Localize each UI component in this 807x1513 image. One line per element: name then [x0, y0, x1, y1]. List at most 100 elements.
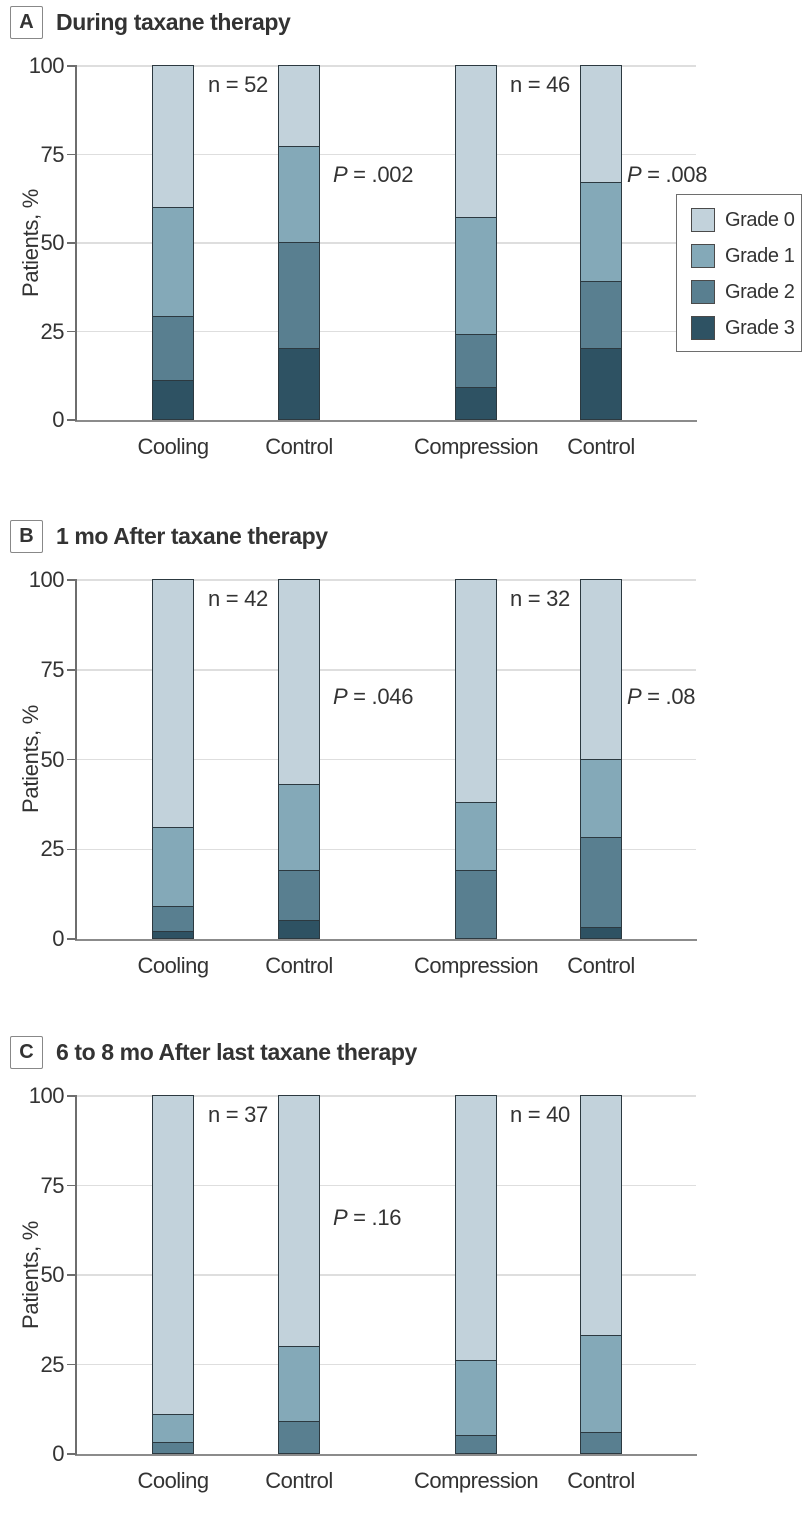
- bar-segment-grade-1: [278, 1345, 320, 1422]
- y-tick-label-100: 100: [28, 53, 65, 78]
- n-count-label-0: n = 52: [208, 72, 268, 97]
- y-tick-label-50: 50: [40, 1262, 65, 1287]
- bar-segment-grade-1: [455, 801, 497, 871]
- stacked-bar-control-3: [580, 65, 622, 420]
- y-tick-label-0: 0: [52, 926, 64, 951]
- y-tick-label-25: 25: [40, 318, 65, 344]
- bar-segment-grade-2: [152, 905, 194, 932]
- bar-segment-grade-0: [278, 65, 320, 148]
- gridline-50: [77, 758, 696, 761]
- plot-area-b: 100 75 50 25 0 Cooling Control Compression Contr…: [29, 568, 697, 978]
- p-value-text: = .002: [347, 162, 414, 187]
- x-axis-line: [75, 939, 697, 941]
- y-tick-50: [67, 758, 77, 761]
- n-count-label-1: n = 40: [510, 1102, 570, 1127]
- gridline-75: [77, 1184, 696, 1187]
- y-tick-label-100: 100: [28, 1083, 65, 1108]
- gridline-25: [77, 1363, 696, 1366]
- p-symbol: P: [333, 1205, 348, 1230]
- panel-letter-box: B: [10, 520, 43, 553]
- p-value-label-1: P = .008: [627, 162, 707, 188]
- y-tick-label-75: 75: [40, 141, 65, 167]
- p-value-text: = .08: [641, 684, 696, 709]
- x-category-label-1: Control: [265, 1468, 333, 1493]
- x-category-label-3: Control: [567, 1468, 635, 1493]
- x-category-label-0: Cooling: [137, 434, 209, 459]
- stacked-bar-cooling-0: [152, 65, 194, 420]
- legend: Grade 0 Grade 1 Grade 2 Grade 3: [676, 194, 802, 352]
- p-value-label-0: P = .002: [333, 162, 413, 188]
- p-value-label-0: P = .16: [333, 1205, 402, 1231]
- panel-b-1mo-after: B 1 mo After taxane therapy Patients, % …: [0, 514, 807, 1030]
- stacked-bar-control-3: [580, 1095, 622, 1454]
- n-count-label-1: n = 32: [510, 586, 570, 611]
- y-tick-label-0: 0: [52, 407, 64, 432]
- gridline-25: [77, 330, 696, 333]
- p-symbol: P: [627, 162, 642, 187]
- stacked-bar-cooling-0: [152, 1095, 194, 1454]
- panel-letter-box: C: [10, 1036, 43, 1069]
- n-count-label-0: n = 37: [208, 1102, 268, 1127]
- bar-segment-grade-2: [152, 316, 194, 382]
- bar-segment-grade-1: [580, 181, 622, 282]
- stacked-bar-control-3: [580, 579, 622, 939]
- y-tick-25: [67, 1363, 77, 1366]
- stacked-bar-control-1: [278, 65, 320, 420]
- bar-segment-grade-1: [152, 826, 194, 907]
- bar-segment-grade-3: [278, 920, 320, 939]
- y-tick-label-100: 100: [28, 567, 65, 592]
- bar-segment-grade-1: [580, 758, 622, 839]
- x-category-label-0: Cooling: [137, 1468, 209, 1493]
- bar-segment-grade-3: [152, 930, 194, 939]
- y-tick-25: [67, 848, 77, 850]
- p-value-text: = .046: [347, 684, 414, 709]
- bar-segment-grade-3: [580, 927, 622, 939]
- y-tick-75: [67, 1184, 77, 1187]
- legend-swatch-grade-1: [691, 244, 715, 268]
- x-category-label-3: Control: [567, 434, 635, 459]
- legend-item-0: Grade 0: [691, 208, 801, 232]
- gridline-25: [77, 848, 696, 850]
- x-category-label-3: Control: [567, 953, 635, 978]
- p-symbol: P: [333, 684, 348, 709]
- y-tick-label-25: 25: [40, 1351, 65, 1377]
- x-category-label-1: Control: [265, 434, 333, 459]
- bar-segment-grade-2: [278, 869, 320, 922]
- p-value-label-1: P = .08: [627, 684, 696, 710]
- bar-segment-grade-0: [580, 1095, 622, 1336]
- stacked-bar-compression-2: [455, 579, 497, 939]
- bar-segment-grade-0: [278, 1095, 320, 1347]
- bar-segment-grade-2: [580, 280, 622, 350]
- legend-item-2: Grade 2: [691, 280, 801, 304]
- stacked-bar-control-1: [278, 1095, 320, 1454]
- bar-segment-grade-3: [278, 348, 320, 420]
- y-tick-label-0: 0: [52, 1441, 64, 1466]
- y-tick-0: [67, 938, 77, 940]
- panel-c-6to8mo-after: C 6 to 8 mo After last taxane therapy Pa…: [0, 1030, 807, 1513]
- plot-area-a: 100 75 50 25 0 Cooling Control Compression Contr…: [29, 54, 708, 460]
- y-tick-label-50: 50: [40, 746, 65, 772]
- y-tick-50: [67, 242, 77, 244]
- stacked-bar-cooling-0: [152, 579, 194, 939]
- gridline-100: [77, 579, 696, 581]
- bar-segment-grade-0: [152, 1095, 194, 1415]
- legend-label: Grade 2: [725, 280, 795, 303]
- panel-title: 6 to 8 mo After last taxane therapy: [56, 1039, 417, 1065]
- bar-segment-grade-2: [580, 837, 622, 929]
- legend-swatch-grade-2: [691, 280, 715, 304]
- bar-segment-grade-3: [152, 380, 194, 420]
- bar-segment-grade-0: [580, 579, 622, 760]
- bar-segment-grade-0: [455, 65, 497, 219]
- n-count-label-1: n = 46: [510, 72, 570, 97]
- p-value-text: = .008: [641, 162, 708, 187]
- y-tick-label-25: 25: [40, 836, 65, 862]
- legend-item-3: Grade 3: [691, 316, 801, 340]
- bar-segment-grade-1: [455, 217, 497, 336]
- stacked-bar-compression-2: [455, 1095, 497, 1454]
- x-category-label-2: Compression: [413, 434, 539, 459]
- bar-segment-grade-3: [455, 387, 497, 420]
- y-tick-100: [67, 65, 77, 67]
- y-tick-100: [67, 1095, 77, 1097]
- bar-segment-grade-0: [152, 579, 194, 828]
